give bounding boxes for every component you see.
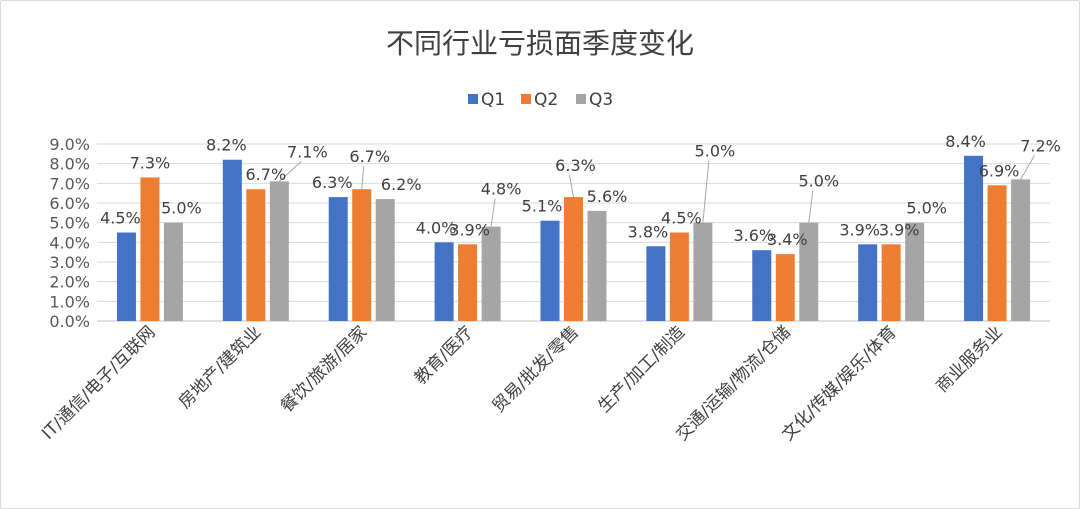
data-label: 4.8% bbox=[481, 180, 522, 199]
data-label: 4.5% bbox=[100, 209, 141, 228]
leader-line bbox=[702, 160, 710, 223]
legend-swatch-q2 bbox=[521, 94, 531, 104]
bars bbox=[116, 155, 1031, 321]
data-label: 5.0% bbox=[906, 199, 947, 218]
y-tick-label: 9.0% bbox=[49, 135, 90, 154]
y-tick-label: 4.0% bbox=[49, 233, 90, 252]
data-label: 7.3% bbox=[130, 153, 171, 172]
data-label: 6.7% bbox=[349, 147, 390, 166]
data-label: 5.1% bbox=[522, 197, 563, 216]
data-label: 6.3% bbox=[555, 156, 596, 175]
legend-label-q1: Q1 bbox=[481, 90, 505, 110]
bar-q3 bbox=[799, 222, 819, 321]
data-label: 3.4% bbox=[767, 230, 808, 249]
bar-q3 bbox=[693, 222, 713, 321]
bar-q3 bbox=[163, 222, 183, 321]
x-category-label: 交通/运输/物流/仓储 bbox=[672, 322, 794, 444]
bar-q2 bbox=[669, 232, 689, 321]
leader-line bbox=[808, 190, 814, 223]
data-label: 6.9% bbox=[979, 161, 1020, 180]
data-label: 3.9% bbox=[879, 220, 920, 239]
leader-line bbox=[361, 166, 365, 190]
data-label: 6.2% bbox=[381, 175, 422, 194]
data-label: 4.5% bbox=[661, 209, 702, 228]
data-label: 8.4% bbox=[945, 132, 986, 151]
x-category-label: 商业服务业 bbox=[932, 322, 1006, 396]
bar-q3 bbox=[1011, 179, 1031, 321]
y-tick-label: 0.0% bbox=[49, 312, 90, 331]
bar-q2 bbox=[246, 189, 266, 321]
bar-q1 bbox=[858, 244, 878, 321]
data-label: 7.1% bbox=[287, 142, 328, 161]
data-label: 5.6% bbox=[587, 187, 628, 206]
bar-q2 bbox=[775, 254, 795, 321]
y-tick-label: 7.0% bbox=[49, 174, 90, 193]
bar-q3 bbox=[587, 210, 607, 321]
bar-q1 bbox=[540, 220, 560, 321]
bar-q1 bbox=[328, 197, 348, 321]
data-label: 6.7% bbox=[246, 165, 287, 184]
y-tick-label: 6.0% bbox=[49, 194, 90, 213]
x-category-label: 教育/医疗 bbox=[411, 322, 477, 388]
data-label: 3.8% bbox=[628, 222, 669, 241]
bar-q2 bbox=[564, 197, 583, 321]
data-label: 5.0% bbox=[695, 142, 736, 161]
x-category-label: 房地产/建筑业 bbox=[175, 322, 265, 412]
bar-q1 bbox=[646, 246, 666, 321]
data-label: 3.9% bbox=[449, 220, 490, 239]
bar-q1 bbox=[964, 155, 984, 321]
bar-q3 bbox=[269, 181, 289, 321]
bar-q2 bbox=[987, 185, 1007, 321]
y-axis: 0.0%1.0%2.0%3.0%4.0%5.0%6.0%7.0%8.0%9.0% bbox=[49, 135, 90, 331]
data-label: 6.3% bbox=[312, 173, 353, 192]
x-category-label: 生产/加工/制造 bbox=[595, 322, 689, 416]
leader-line bbox=[1020, 155, 1035, 180]
data-label: 3.6% bbox=[733, 226, 774, 245]
legend-swatch-q1 bbox=[468, 94, 478, 104]
y-tick-label: 5.0% bbox=[49, 214, 90, 233]
y-tick-label: 2.0% bbox=[49, 273, 90, 292]
data-label: 4.0% bbox=[416, 218, 457, 237]
leader-line bbox=[490, 198, 496, 227]
bar-q1 bbox=[434, 242, 454, 321]
data-label: 7.2% bbox=[1020, 136, 1061, 155]
data-label: 5.0% bbox=[798, 172, 839, 191]
legend-swatch-q3 bbox=[576, 94, 586, 104]
chart-title: 不同行业亏损面季度变化 bbox=[386, 27, 694, 60]
bar-q1 bbox=[116, 232, 136, 321]
bar-q3 bbox=[905, 222, 925, 321]
y-tick-label: 3.0% bbox=[49, 253, 90, 272]
y-tick-label: 1.0% bbox=[49, 292, 90, 311]
x-category-label: 餐饮/旅游/居家 bbox=[277, 322, 371, 416]
x-category-label: IT/通信/电子/互联网 bbox=[38, 322, 159, 443]
data-label: 3.9% bbox=[839, 220, 880, 239]
y-tick-label: 8.0% bbox=[49, 155, 90, 174]
leader-line bbox=[569, 175, 574, 198]
bar-q2 bbox=[140, 177, 160, 321]
legend-label-q2: Q2 bbox=[534, 90, 558, 110]
bar-q2 bbox=[458, 244, 478, 321]
bar-q3 bbox=[481, 226, 501, 321]
bar-q3 bbox=[375, 199, 395, 321]
label-leader-lines bbox=[278, 155, 1035, 227]
x-category-label: 贸易/批发/零售 bbox=[489, 322, 583, 416]
data-label: 8.2% bbox=[206, 136, 247, 155]
bar-q2 bbox=[352, 189, 372, 321]
data-label: 5.0% bbox=[161, 199, 202, 218]
bar-q1 bbox=[752, 250, 772, 321]
data-labels: 4.5%7.3%5.0%8.2%6.7%7.1%6.3%6.7%6.2%4.0%… bbox=[100, 132, 1061, 249]
bar-q1 bbox=[222, 159, 242, 321]
bar-q2 bbox=[881, 244, 901, 321]
legend-label-q3: Q3 bbox=[589, 90, 613, 110]
legend: Q1 Q2 Q3 bbox=[468, 90, 613, 110]
x-axis: IT/通信/电子/互联网 房地产/建筑业 餐饮/旅游/居家 教育/医疗 贸易/批发/零售… bbox=[38, 322, 1006, 444]
leader-line bbox=[278, 160, 302, 182]
x-category-label: 文化/传媒/娱乐/体育 bbox=[778, 322, 900, 444]
